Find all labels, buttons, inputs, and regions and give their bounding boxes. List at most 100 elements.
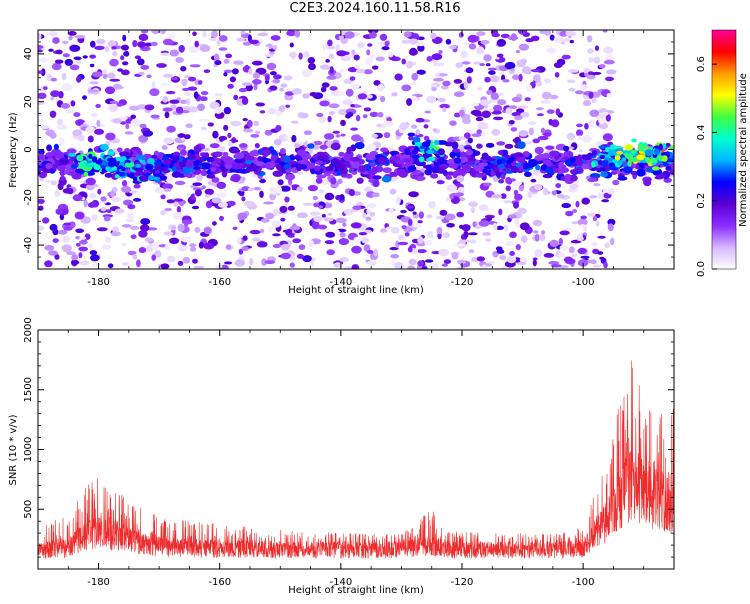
noise-cell (439, 209, 448, 216)
band-cell (344, 163, 352, 168)
hotspot-cell (433, 139, 440, 146)
band-cell (380, 147, 388, 153)
noise-cell (458, 239, 470, 243)
noise-cell (467, 34, 479, 43)
noise-cell (438, 50, 443, 54)
noise-cell (599, 256, 605, 260)
hotspot-cell (624, 153, 633, 159)
noise-cell (105, 132, 116, 141)
noise-cell (59, 213, 65, 221)
noise-cell (442, 80, 451, 87)
noise-cell (549, 239, 559, 247)
band-cell (234, 152, 245, 160)
hotspot-cell (154, 170, 160, 174)
noise-cell (515, 244, 521, 251)
noise-cell (556, 194, 565, 199)
band-cell (453, 157, 462, 164)
x-tick-label: -160 (208, 277, 231, 288)
band-cell (52, 163, 58, 170)
noise-cell (309, 260, 315, 267)
noise-cell (320, 86, 327, 93)
noise-cell (604, 242, 610, 249)
noise-cell (583, 100, 592, 107)
noise-cell (593, 183, 601, 187)
noise-cell (567, 79, 576, 84)
noise-cell (151, 242, 159, 250)
hotspot-cell (418, 156, 425, 163)
noise-cell (379, 33, 388, 41)
x-tick-label: -140 (330, 277, 353, 288)
noise-cell (318, 189, 325, 194)
noise-cell (328, 103, 340, 109)
band-cell (371, 166, 378, 171)
noise-cell (101, 244, 112, 250)
noise-cell (519, 257, 528, 263)
noise-cell (603, 188, 609, 193)
noise-cell (533, 183, 543, 191)
noise-cell (192, 258, 198, 264)
noise-cell (242, 128, 254, 133)
noise-cell (417, 220, 423, 224)
noise-cell (146, 74, 152, 79)
noise-cell (514, 115, 523, 121)
noise-cell (336, 50, 347, 57)
noise-cell (51, 62, 62, 71)
hotspot-cell (426, 149, 434, 155)
band-cell (225, 156, 234, 165)
hotspot-cell (679, 157, 687, 161)
noise-cell (176, 206, 181, 214)
heatmap-panel: -180 -160 -140 -120 -100 -40 -20 0 20 40 Height … (8, 29, 687, 296)
band-cell (307, 143, 315, 149)
band-cell (589, 173, 601, 179)
noise-cell (476, 87, 483, 91)
noise-cell (388, 207, 394, 215)
noise-cell (139, 224, 150, 232)
hotspot-cell (482, 168, 488, 174)
hotspot-cell (505, 164, 513, 169)
hotspot-cell (516, 156, 526, 163)
heatmap-cells (38, 30, 687, 269)
hotspot-cell (500, 173, 506, 180)
noise-cell (278, 105, 286, 112)
noise-cell (381, 46, 390, 51)
hotspot-cell (631, 149, 637, 154)
noise-cell (237, 190, 245, 195)
noise-cell (441, 263, 448, 267)
noise-cell (335, 229, 340, 236)
noise-cell (166, 125, 176, 133)
noise-cell (457, 186, 465, 194)
noise-cell (238, 248, 244, 255)
noise-cell (383, 132, 391, 139)
noise-cell (140, 218, 151, 225)
noise-cell (284, 135, 290, 140)
noise-cell (182, 256, 191, 264)
noise-cell (248, 68, 253, 75)
noise-cell (171, 225, 177, 231)
hotspot-cell (653, 148, 660, 155)
band-cell (407, 165, 417, 172)
hotspot-cell (163, 159, 172, 166)
noise-cell (207, 122, 214, 127)
noise-cell (484, 100, 492, 105)
band-cell (451, 141, 459, 150)
noise-cell (223, 106, 232, 115)
noise-cell (302, 202, 314, 206)
band-cell (206, 156, 215, 163)
noise-cell (279, 87, 284, 92)
noise-cell (137, 41, 146, 48)
noise-cell (309, 92, 318, 97)
noise-cell (517, 261, 527, 265)
noise-cell (313, 140, 323, 146)
band-cell (231, 137, 237, 144)
band-cell (206, 174, 216, 179)
noise-cell (524, 97, 531, 102)
noise-cell (591, 97, 597, 104)
noise-cell (218, 146, 226, 152)
noise-cell (485, 63, 491, 67)
hotspot-cell (75, 168, 84, 174)
noise-cell (401, 84, 412, 92)
noise-cell (551, 119, 560, 128)
band-cell (85, 177, 96, 186)
noise-cell (327, 39, 333, 47)
noise-cell (386, 117, 393, 122)
